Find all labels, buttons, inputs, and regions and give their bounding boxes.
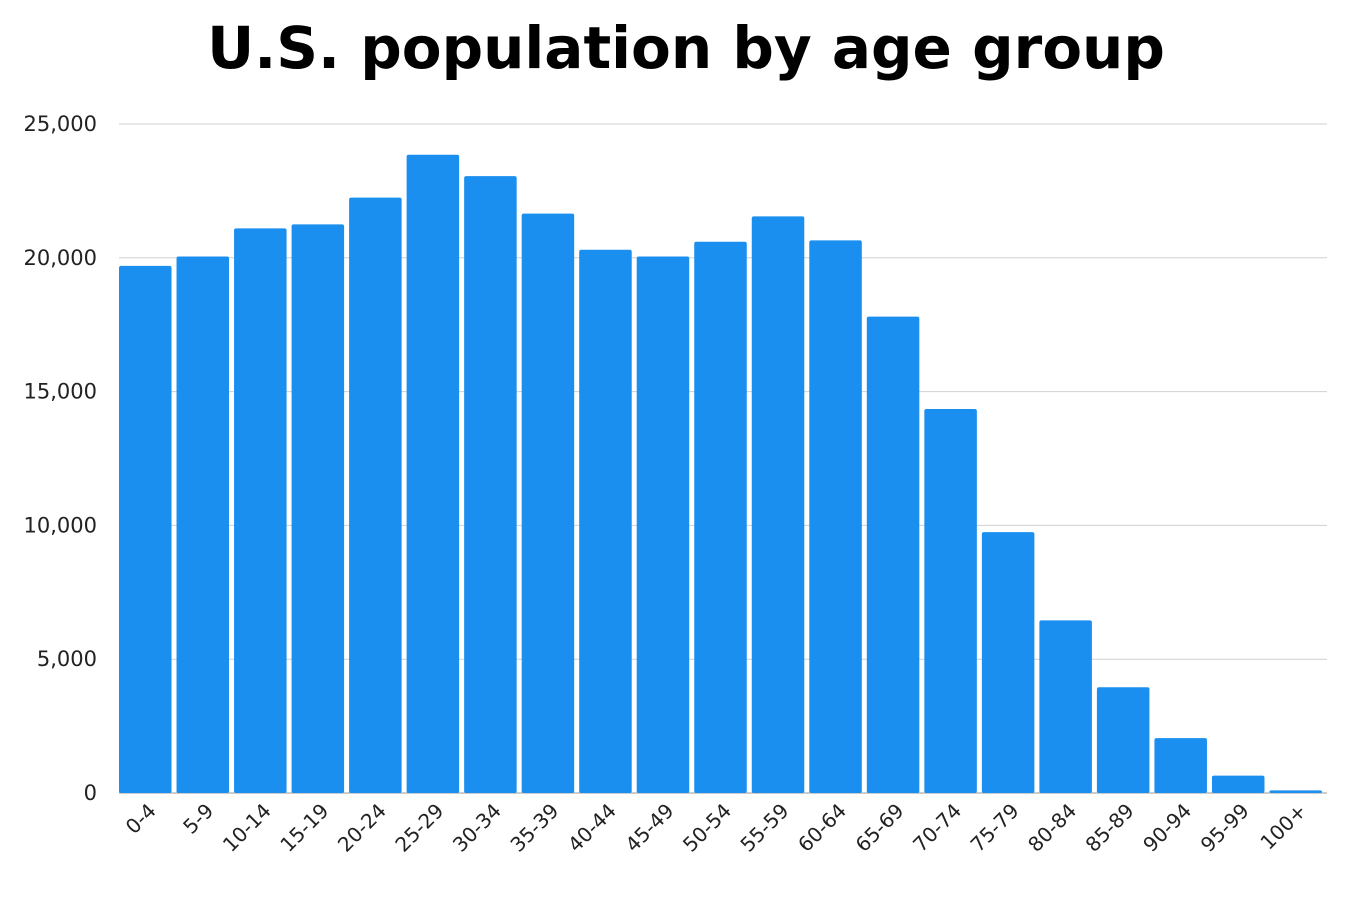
y-tick-label: 0 bbox=[84, 781, 97, 805]
bar-75-79 bbox=[981, 532, 1035, 793]
bar-35-39 bbox=[521, 213, 575, 793]
chart-title: U.S. population by age group bbox=[207, 14, 1165, 82]
y-tick-label: 20,000 bbox=[24, 246, 97, 270]
bar-5-9 bbox=[176, 256, 230, 793]
bar-15-19 bbox=[291, 224, 345, 794]
x-tick-label: 55-59 bbox=[735, 799, 793, 857]
bar-30-34 bbox=[464, 176, 517, 793]
y-tick-label: 15,000 bbox=[24, 380, 97, 404]
bar-90-94 bbox=[1154, 738, 1207, 793]
bar-45-49 bbox=[636, 256, 690, 793]
x-tick-label: 75-79 bbox=[966, 799, 1024, 857]
y-tick-label: 10,000 bbox=[24, 513, 97, 537]
y-tick-label: 25,000 bbox=[24, 112, 97, 136]
x-tick-label: 35-39 bbox=[505, 799, 563, 857]
x-tick-label: 20-24 bbox=[333, 799, 391, 857]
x-tick-label: 5-9 bbox=[178, 799, 218, 839]
x-tick-label: 30-34 bbox=[448, 799, 506, 857]
bar-95-99 bbox=[1211, 775, 1265, 793]
x-tick-label: 40-44 bbox=[563, 799, 621, 857]
x-tick-label: 85-89 bbox=[1081, 799, 1139, 857]
x-tick-label: 60-64 bbox=[793, 799, 851, 857]
bar-70-74 bbox=[924, 408, 977, 793]
x-tick-label: 100+ bbox=[1255, 799, 1311, 855]
x-tick-label: 90-94 bbox=[1138, 799, 1196, 857]
bar-55-59 bbox=[751, 216, 805, 793]
bar-60-64 bbox=[809, 240, 862, 793]
x-tick-label: 50-54 bbox=[678, 799, 736, 857]
x-tick-label: 70-74 bbox=[908, 799, 966, 857]
bar-25-29 bbox=[406, 154, 460, 794]
bar-100+ bbox=[1269, 790, 1322, 793]
bar-50-54 bbox=[694, 241, 747, 793]
y-tick-label: 5,000 bbox=[37, 647, 97, 671]
bar-10-14 bbox=[234, 228, 287, 793]
bar-85-89 bbox=[1096, 687, 1150, 793]
bar-0-4 bbox=[119, 265, 172, 793]
x-tick-label: 25-29 bbox=[390, 799, 448, 857]
x-tick-label: 65-69 bbox=[851, 799, 909, 857]
x-tick-label: 45-49 bbox=[620, 799, 678, 857]
x-tick-label: 10-14 bbox=[218, 799, 276, 857]
x-tick-label: 0-4 bbox=[121, 799, 161, 839]
bar-40-44 bbox=[579, 249, 632, 794]
bar-65-69 bbox=[866, 316, 920, 793]
x-tick-label: 15-19 bbox=[275, 799, 333, 857]
bar-20-24 bbox=[349, 197, 402, 794]
x-tick-label: 80-84 bbox=[1023, 799, 1081, 857]
x-axis-ticks: 0-4 5-9 10-14 15-19 20-24 25-29 30-34 35-39 40-4… bbox=[121, 799, 1312, 857]
x-tick-label: 95-99 bbox=[1196, 799, 1254, 857]
y-axis-ticks: 0 5,000 10,000 15,000 20,000 25,000 bbox=[24, 112, 97, 805]
bars bbox=[119, 154, 1322, 794]
bar-80-84 bbox=[1039, 620, 1092, 793]
